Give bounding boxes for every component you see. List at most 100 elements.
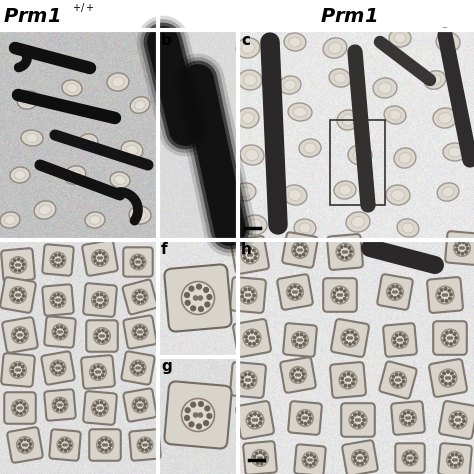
- Circle shape: [343, 290, 346, 292]
- Circle shape: [205, 406, 210, 411]
- Circle shape: [313, 456, 316, 458]
- Circle shape: [100, 299, 102, 301]
- Circle shape: [301, 421, 303, 424]
- Circle shape: [259, 451, 262, 454]
- Circle shape: [449, 297, 451, 300]
- FancyBboxPatch shape: [124, 389, 156, 421]
- Circle shape: [91, 369, 94, 372]
- Circle shape: [22, 291, 24, 293]
- Ellipse shape: [135, 100, 146, 109]
- Circle shape: [301, 244, 303, 246]
- Circle shape: [300, 339, 302, 341]
- Circle shape: [253, 249, 255, 252]
- FancyBboxPatch shape: [277, 274, 313, 310]
- FancyBboxPatch shape: [1, 353, 35, 387]
- Circle shape: [61, 302, 64, 304]
- FancyBboxPatch shape: [429, 359, 467, 397]
- Ellipse shape: [239, 187, 251, 197]
- Circle shape: [61, 448, 63, 450]
- Circle shape: [251, 259, 254, 262]
- Circle shape: [252, 424, 254, 427]
- Circle shape: [19, 447, 21, 449]
- Circle shape: [21, 260, 23, 262]
- Circle shape: [356, 419, 358, 421]
- Circle shape: [197, 284, 201, 289]
- Circle shape: [15, 289, 17, 291]
- Circle shape: [15, 329, 18, 332]
- Circle shape: [399, 288, 401, 291]
- Circle shape: [141, 439, 143, 442]
- Circle shape: [136, 261, 138, 263]
- FancyBboxPatch shape: [42, 245, 73, 276]
- Circle shape: [399, 333, 401, 336]
- Circle shape: [16, 402, 18, 404]
- Circle shape: [260, 462, 263, 465]
- Ellipse shape: [34, 201, 56, 219]
- Circle shape: [25, 407, 27, 409]
- Circle shape: [24, 438, 26, 440]
- Circle shape: [296, 374, 298, 376]
- Circle shape: [355, 453, 357, 455]
- FancyBboxPatch shape: [129, 429, 161, 461]
- Circle shape: [398, 379, 400, 381]
- Circle shape: [99, 446, 101, 448]
- Circle shape: [301, 369, 303, 372]
- Circle shape: [102, 253, 105, 255]
- Circle shape: [258, 457, 260, 459]
- Circle shape: [403, 412, 406, 415]
- Circle shape: [95, 333, 98, 335]
- Circle shape: [22, 369, 25, 372]
- Circle shape: [198, 296, 202, 300]
- Circle shape: [140, 331, 142, 333]
- Circle shape: [21, 339, 23, 342]
- Circle shape: [134, 256, 137, 258]
- Circle shape: [204, 420, 209, 426]
- Circle shape: [389, 288, 391, 291]
- FancyBboxPatch shape: [121, 352, 155, 384]
- Circle shape: [395, 334, 398, 337]
- FancyBboxPatch shape: [294, 444, 326, 474]
- Circle shape: [132, 289, 148, 305]
- Circle shape: [453, 376, 455, 378]
- FancyBboxPatch shape: [2, 317, 38, 353]
- Circle shape: [343, 338, 345, 340]
- Ellipse shape: [21, 130, 43, 146]
- Circle shape: [314, 459, 317, 462]
- Circle shape: [293, 337, 296, 339]
- Circle shape: [351, 421, 354, 423]
- Circle shape: [255, 253, 257, 255]
- Circle shape: [393, 341, 396, 344]
- Circle shape: [297, 410, 313, 426]
- Circle shape: [307, 454, 309, 456]
- Ellipse shape: [329, 69, 351, 87]
- Circle shape: [336, 289, 338, 291]
- Circle shape: [347, 337, 350, 339]
- Ellipse shape: [294, 219, 316, 237]
- Circle shape: [354, 413, 356, 416]
- Circle shape: [14, 269, 17, 272]
- Circle shape: [446, 331, 448, 334]
- Circle shape: [52, 370, 55, 372]
- Circle shape: [59, 442, 61, 444]
- Circle shape: [304, 460, 306, 463]
- Circle shape: [291, 373, 293, 375]
- FancyBboxPatch shape: [327, 234, 363, 270]
- Circle shape: [132, 263, 134, 265]
- Circle shape: [144, 403, 146, 405]
- Circle shape: [59, 372, 61, 374]
- Circle shape: [253, 342, 255, 345]
- Circle shape: [349, 411, 367, 429]
- FancyBboxPatch shape: [123, 247, 153, 277]
- Circle shape: [100, 335, 102, 337]
- Circle shape: [104, 256, 107, 258]
- Circle shape: [293, 291, 295, 293]
- Ellipse shape: [134, 210, 146, 220]
- Circle shape: [60, 404, 62, 406]
- Circle shape: [391, 379, 393, 382]
- Circle shape: [358, 457, 360, 459]
- FancyBboxPatch shape: [380, 362, 417, 399]
- Circle shape: [99, 304, 102, 307]
- Circle shape: [406, 452, 409, 455]
- FancyBboxPatch shape: [164, 382, 231, 448]
- Circle shape: [456, 419, 458, 421]
